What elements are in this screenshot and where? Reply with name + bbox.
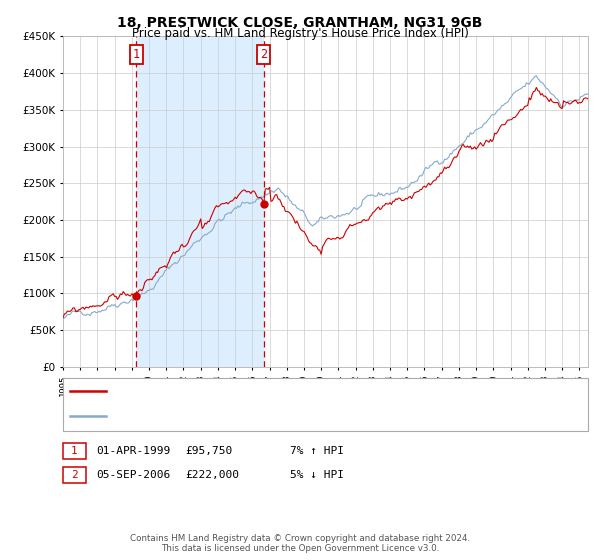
Text: 5% ↓ HPI: 5% ↓ HPI xyxy=(290,470,344,480)
Text: 05-SEP-2006: 05-SEP-2006 xyxy=(97,470,171,480)
Text: 18, PRESTWICK CLOSE, GRANTHAM, NG31 9GB: 18, PRESTWICK CLOSE, GRANTHAM, NG31 9GB xyxy=(118,16,482,30)
Text: 2: 2 xyxy=(71,470,78,480)
Text: 1: 1 xyxy=(71,446,78,456)
Text: 18, PRESTWICK CLOSE, GRANTHAM, NG31 9GB (detached house): 18, PRESTWICK CLOSE, GRANTHAM, NG31 9GB … xyxy=(112,386,437,396)
Text: Price paid vs. HM Land Registry's House Price Index (HPI): Price paid vs. HM Land Registry's House … xyxy=(131,27,469,40)
Text: 7% ↑ HPI: 7% ↑ HPI xyxy=(290,446,344,456)
Text: 2: 2 xyxy=(260,48,268,61)
Bar xyxy=(136,36,264,367)
Text: 01-APR-1999: 01-APR-1999 xyxy=(97,446,171,456)
Text: £222,000: £222,000 xyxy=(185,470,239,480)
Text: £95,750: £95,750 xyxy=(185,446,232,456)
Text: HPI: Average price, detached house, South Kesteven: HPI: Average price, detached house, Sout… xyxy=(112,411,374,421)
Text: Contains HM Land Registry data © Crown copyright and database right 2024.
This d: Contains HM Land Registry data © Crown c… xyxy=(130,534,470,553)
Text: 1: 1 xyxy=(133,48,140,61)
